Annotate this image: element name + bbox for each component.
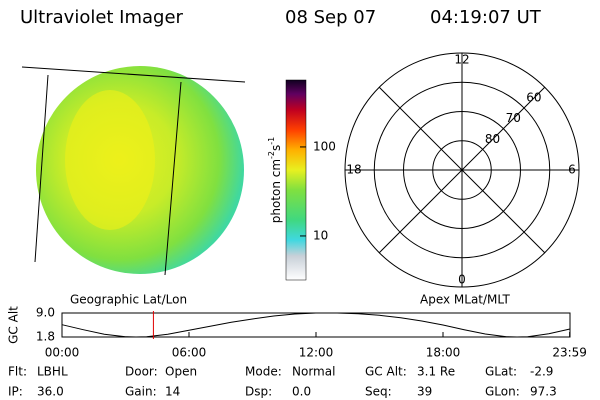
lat-ring	[403, 111, 521, 229]
info-value: 36.0	[37, 385, 64, 399]
time: 04:19:07 UT	[430, 7, 542, 28]
info-label: IP:	[8, 385, 23, 399]
altitude-line	[61, 312, 571, 338]
info-label: Flt:	[8, 365, 27, 379]
x-tick-label: 06:00	[172, 346, 207, 360]
info-value: 3.1 Re	[417, 365, 455, 379]
info-label: GLat:	[485, 365, 517, 379]
map-label: Apex MLat/MLT	[420, 293, 510, 307]
label-exponent: -2	[267, 151, 276, 159]
info-value: -2.9	[530, 365, 553, 379]
grid-line	[21, 66, 246, 83]
x-tick-label: 18:00	[426, 346, 461, 360]
info-value: 97.3	[530, 385, 557, 399]
orbit-ylabel: GC Alt	[7, 306, 21, 344]
colorbar-tick-label: 100	[313, 139, 336, 153]
colorbar-tick-label: 10	[313, 228, 328, 242]
info-label: Mode:	[245, 365, 282, 379]
info-label: Dsp:	[245, 385, 272, 399]
grid-line	[164, 81, 182, 276]
label-text: s	[269, 145, 283, 151]
map-label: Geographic Lat/Lon	[70, 293, 187, 307]
lat-ring	[373, 81, 551, 259]
label-exponent: -1	[267, 137, 276, 145]
colorbar	[285, 79, 307, 281]
x-tick-label: 12:00	[299, 346, 334, 360]
bright-region	[65, 90, 155, 230]
info-value: 0.0	[292, 385, 311, 399]
title: Ultraviolet Imager	[20, 7, 184, 28]
mlt-label: 0	[458, 273, 466, 287]
info-label: Door:	[125, 365, 158, 379]
uv-image	[21, 66, 246, 276]
y-tick-label: 9.0	[36, 306, 55, 320]
info-value: Normal	[292, 365, 335, 379]
colorbar-label: photon cm-2s-1	[267, 137, 283, 224]
x-tick-label: 23:59	[552, 346, 587, 360]
info-label: Seq:	[365, 385, 392, 399]
mlt-label: 18	[346, 163, 361, 177]
lat-label: 80	[485, 132, 500, 146]
lat-label: 70	[506, 111, 521, 125]
info-value: 39	[417, 385, 432, 399]
info-label: GC Alt:	[365, 365, 407, 379]
mlt-label: 6	[568, 163, 576, 177]
info-label: GLon:	[485, 385, 520, 399]
info-label: Gain:	[125, 385, 157, 399]
orbit-plot: 9.0 1.8 00:00 06:00 12:00 18:00 23:59	[36, 306, 587, 360]
lat-label: 60	[526, 91, 541, 105]
date: 08 Sep 07	[285, 7, 376, 28]
lat-ring	[432, 140, 492, 200]
mlt-label: 12	[454, 53, 469, 67]
label-text: photon cm	[269, 159, 283, 223]
info-value: 14	[165, 385, 180, 399]
y-tick-label: 1.8	[36, 330, 55, 344]
x-tick-label: 00:00	[45, 346, 80, 360]
grid-line	[34, 74, 49, 263]
info-value: LBHL	[37, 365, 68, 379]
info-panel: Flt: LBHL Door: Open Mode: Normal GC Alt: 3.1 R…	[8, 365, 557, 399]
info-value: Open	[165, 365, 197, 379]
